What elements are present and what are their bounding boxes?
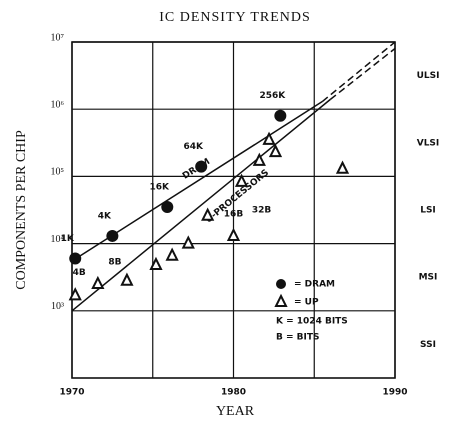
legend-marker — [276, 279, 286, 289]
point — [120, 272, 134, 286]
point-label: 4K — [98, 211, 112, 221]
point-label: 16B — [224, 209, 244, 219]
point — [274, 109, 287, 122]
x-axis-label: YEAR — [216, 404, 255, 419]
y-axis-label: COMPONENTS PER CHIP — [14, 130, 29, 290]
point — [181, 235, 195, 249]
point — [268, 143, 283, 158]
point — [226, 227, 241, 241]
legend-note: K = 1024 BITS — [276, 317, 348, 327]
point — [195, 160, 208, 173]
point-label: 4B — [73, 268, 86, 278]
point — [149, 256, 163, 271]
point — [335, 160, 350, 174]
x-tick-label: 1980 — [221, 388, 246, 398]
legend-marker — [274, 293, 288, 307]
point — [69, 252, 82, 265]
point-label: 32B — [252, 205, 272, 215]
band-label: MSI — [419, 273, 438, 283]
point-label: 256K — [259, 91, 286, 101]
point — [106, 229, 119, 242]
point — [252, 152, 266, 166]
point — [201, 207, 215, 221]
legend-label: = UP — [294, 298, 319, 308]
point-label: 1K — [61, 234, 75, 244]
point-label: 16K — [150, 183, 171, 193]
legend-label: = DRAM — [294, 280, 335, 290]
trend-line — [329, 47, 395, 100]
legend-note: B = BITS — [276, 333, 320, 343]
point — [91, 275, 105, 290]
point-label: 8B — [108, 257, 121, 267]
point — [161, 201, 174, 214]
point — [68, 287, 82, 301]
y-tick-label: 10⁶ — [51, 99, 65, 110]
point — [165, 247, 179, 261]
band-label: VLSI — [417, 138, 440, 148]
y-tick-label: 10⁵ — [51, 167, 65, 178]
point — [262, 131, 276, 145]
point — [234, 173, 249, 187]
y-tick-label: 10⁷ — [51, 32, 65, 43]
x-tick-label: 1990 — [382, 388, 407, 398]
trend-line — [72, 98, 331, 312]
point-label: 64K — [183, 142, 204, 152]
trend-line — [321, 42, 395, 103]
band-label: SSI — [420, 340, 436, 350]
band-label: LSI — [420, 206, 436, 216]
y-tick-label: 10³ — [51, 301, 64, 312]
band-label: ULSI — [417, 71, 440, 81]
x-tick-label: 1970 — [59, 388, 84, 398]
y-tick-label: 10⁴ — [51, 234, 65, 245]
chart-title: IC DENSITY TRENDS — [159, 10, 311, 25]
